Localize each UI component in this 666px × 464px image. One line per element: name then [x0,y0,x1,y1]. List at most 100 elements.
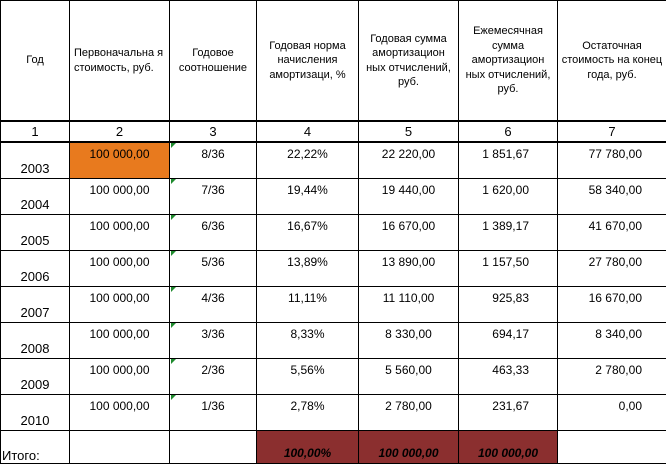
totals-empty-cell[interactable] [70,431,170,464]
totals-empty-cell[interactable] [170,431,257,464]
column-number[interactable]: 5 [359,121,459,142]
residual-cell[interactable]: 8 340,00 [558,323,666,359]
header-ratio[interactable]: Годовое соотношение [170,1,257,122]
year-cell[interactable]: 2006 [1,251,70,287]
year-cell[interactable]: 2005 [1,215,70,251]
year-cell-value: 2009 [21,377,50,392]
residual-cell-value: 8 340,00 [595,327,642,341]
annual-sum-cell[interactable]: 11 110,00 [359,287,459,323]
ratio-cell[interactable]: 6/36 [170,215,257,251]
year-cell[interactable]: 2008 [1,323,70,359]
annual-sum-cell[interactable]: 19 440,00 [359,179,459,215]
ratio-cell-value: 4/36 [201,291,224,305]
year-cell[interactable]: 2009 [1,359,70,395]
header-row: Год Первоначальна я стоимость, руб. Годо… [1,1,666,122]
annual-sum-cell[interactable]: 13 890,00 [359,251,459,287]
monthly-sum-cell-value: 925,83 [492,291,529,305]
initial-cost-cell[interactable]: 100 000,00 [70,395,170,431]
monthly-sum-cell[interactable]: 1 851,67 [459,142,558,179]
column-number[interactable]: 1 [1,121,70,142]
year-cell[interactable]: 2004 [1,179,70,215]
header-year[interactable]: Год [1,1,70,122]
totals-annual-sum[interactable]: 100 000,00 [359,431,459,464]
ratio-cell[interactable]: 8/36 [170,142,257,179]
annual-sum-cell[interactable]: 22 220,00 [359,142,459,179]
year-cell[interactable]: 2003 [1,142,70,179]
annual-sum-cell[interactable]: 5 560,00 [359,359,459,395]
rate-cell[interactable]: 13,89% [257,251,359,287]
annual-sum-cell[interactable]: 2 780,00 [359,395,459,431]
totals-rate[interactable]: 100,00% [257,431,359,464]
year-cell[interactable]: 2007 [1,287,70,323]
initial-cost-cell-value: 100 000,00 [89,363,149,377]
residual-cell[interactable]: 27 780,00 [558,251,666,287]
residual-cell[interactable]: 41 670,00 [558,215,666,251]
ratio-cell-value: 8/36 [201,147,224,161]
year-cell[interactable]: 2010 [1,395,70,431]
rate-cell[interactable]: 5,56% [257,359,359,395]
header-residual[interactable]: Остаточная стоимость на конец года, руб. [558,1,666,122]
ratio-cell[interactable]: 1/36 [170,395,257,431]
annual-sum-cell-value: 11 110,00 [383,291,435,305]
initial-cost-cell[interactable]: 100 000,00 [70,142,170,179]
column-number[interactable]: 6 [459,121,558,142]
ratio-cell-value: 6/36 [201,219,224,233]
monthly-sum-cell-value: 1 851,67 [482,147,529,161]
ratio-cell-value: 1/36 [201,399,224,413]
annual-sum-cell[interactable]: 8 330,00 [359,323,459,359]
monthly-sum-cell[interactable]: 1 620,00 [459,179,558,215]
residual-cell[interactable]: 0,00 [558,395,666,431]
monthly-sum-cell[interactable]: 463,33 [459,359,558,395]
ratio-cell[interactable]: 2/36 [170,359,257,395]
totals-monthly-sum[interactable]: 100 000,00 [459,431,558,464]
annual-sum-cell[interactable]: 16 670,00 [359,215,459,251]
annual-sum-cell-value: 22 220,00 [382,147,435,161]
initial-cost-cell[interactable]: 100 000,00 [70,323,170,359]
residual-cell[interactable]: 2 780,00 [558,359,666,395]
initial-cost-cell[interactable]: 100 000,00 [70,287,170,323]
monthly-sum-cell[interactable]: 694,17 [459,323,558,359]
rate-cell[interactable]: 16,67% [257,215,359,251]
initial-cost-cell[interactable]: 100 000,00 [70,359,170,395]
header-initial-cost[interactable]: Первоначальна я стоимость, руб. [70,1,170,122]
ratio-cell[interactable]: 4/36 [170,287,257,323]
initial-cost-cell-value: 100 000,00 [89,399,149,413]
rate-cell[interactable]: 8,33% [257,323,359,359]
ratio-cell[interactable]: 3/36 [170,323,257,359]
monthly-sum-cell-value: 1 157,50 [482,255,529,269]
header-rate[interactable]: Годовая норма начисления амортизаци, % [257,1,359,122]
rate-cell[interactable]: 2,78% [257,395,359,431]
initial-cost-cell[interactable]: 100 000,00 [70,251,170,287]
monthly-sum-cell[interactable]: 231,67 [459,395,558,431]
totals-empty-cell[interactable] [558,431,666,464]
rate-cell[interactable]: 11,11% [257,287,359,323]
monthly-sum-cell[interactable]: 925,83 [459,287,558,323]
monthly-sum-cell[interactable]: 1 157,50 [459,251,558,287]
column-number[interactable]: 7 [558,121,666,142]
column-number[interactable]: 4 [257,121,359,142]
initial-cost-cell-value: 100 000,00 [89,147,149,161]
residual-cell[interactable]: 77 780,00 [558,142,666,179]
initial-cost-cell[interactable]: 100 000,00 [70,179,170,215]
header-monthly-sum[interactable]: Ежемесячная сумма амортизацион ных отчис… [459,1,558,122]
column-number[interactable]: 2 [70,121,170,142]
totals-label[interactable]: Итого: [1,431,70,464]
rate-cell[interactable]: 19,44% [257,179,359,215]
initial-cost-cell-value: 100 000,00 [89,291,149,305]
monthly-sum-cell-value: 1 620,00 [482,183,529,197]
header-annual-sum[interactable]: Годовая сумма амортизацион ных отчислени… [359,1,459,122]
ratio-cell[interactable]: 7/36 [170,179,257,215]
monthly-sum-cell-value: 694,17 [492,327,529,341]
initial-cost-cell[interactable]: 100 000,00 [70,215,170,251]
monthly-sum-cell-value: 1 389,17 [482,219,529,233]
rate-cell[interactable]: 22,22% [257,142,359,179]
residual-cell[interactable]: 58 340,00 [558,179,666,215]
column-number[interactable]: 3 [170,121,257,142]
ratio-cell[interactable]: 5/36 [170,251,257,287]
residual-cell[interactable]: 16 670,00 [558,287,666,323]
monthly-sum-cell[interactable]: 1 389,17 [459,215,558,251]
